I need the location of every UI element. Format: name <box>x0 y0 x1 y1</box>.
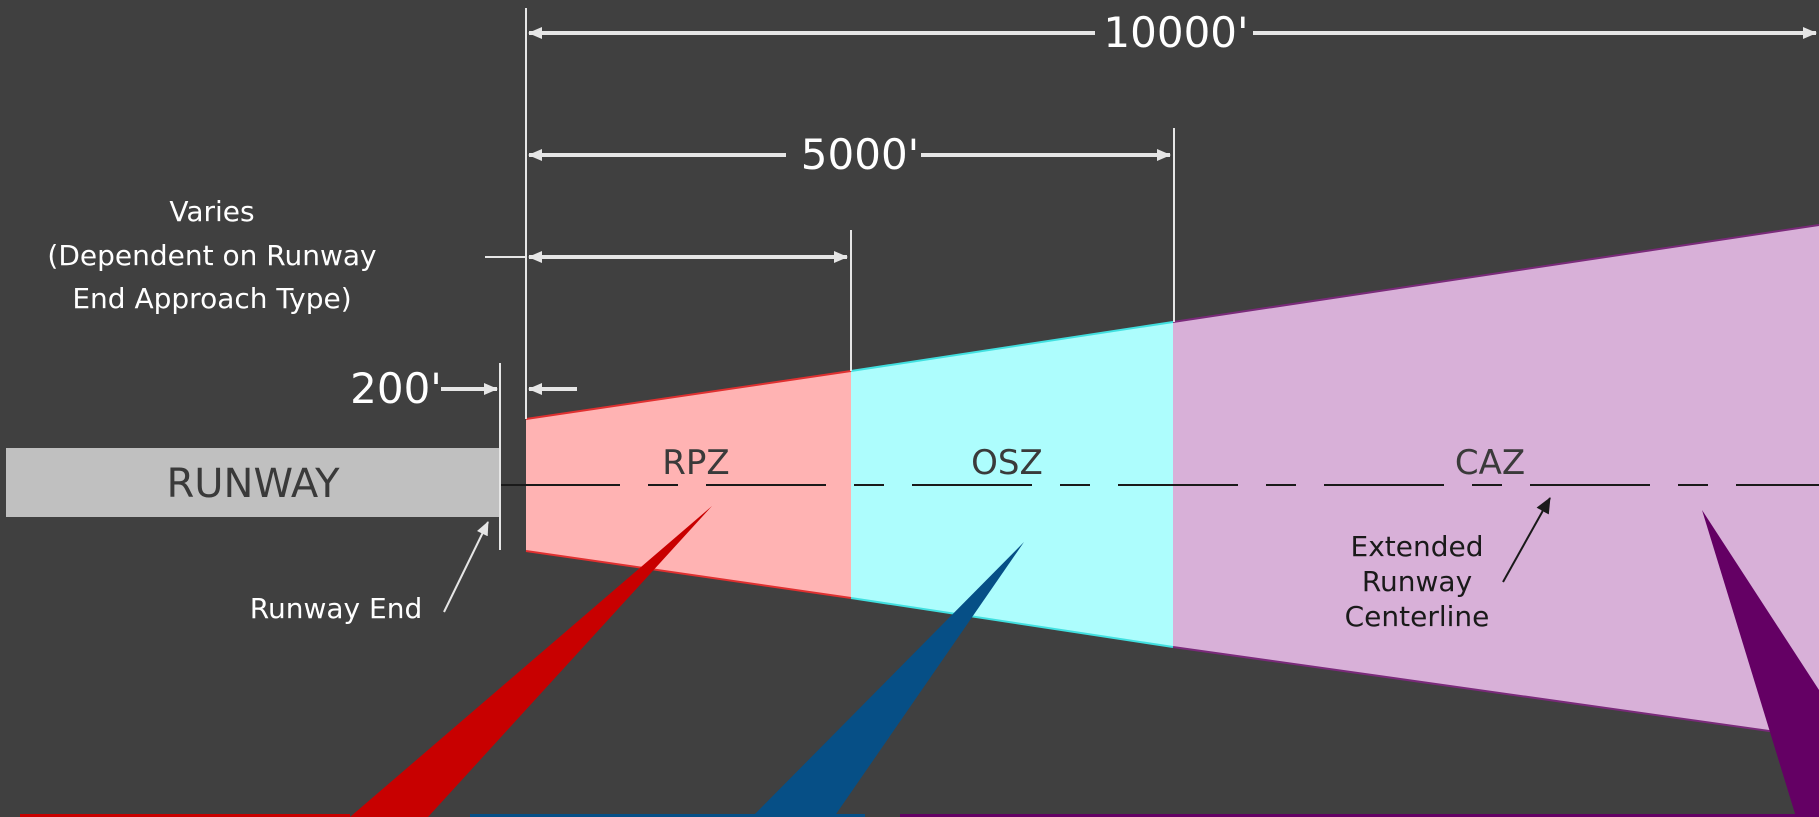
caz-zone-bottom-edge <box>1172 646 1819 739</box>
caz-bottom-strip <box>900 814 1796 817</box>
rpz-zone <box>526 371 851 598</box>
osz-bottom-strip <box>470 814 865 817</box>
osz-zone-bottom-edge <box>850 597 1174 648</box>
caz-zone <box>1173 225 1819 738</box>
rpz-callout-pointer <box>350 506 712 817</box>
dimension-5000-label: 5000' <box>801 130 919 179</box>
dimension-10000-label: 10000' <box>1103 8 1248 57</box>
runway-end-pointer-arrow <box>443 521 489 613</box>
rpz-zone-bottom-edge <box>525 550 852 599</box>
runway-end-label: Runway End <box>250 592 422 625</box>
runway-label: RUNWAY <box>166 461 340 507</box>
osz-callout-pointer <box>752 542 1024 817</box>
centerline-pointer-arrow <box>1502 497 1551 583</box>
centerline-note-line3: Centerline <box>1345 600 1490 633</box>
centerline-note-line1: Extended <box>1351 530 1484 563</box>
osz-zone-top-edge <box>850 321 1174 372</box>
centerline-note-line2: Runway <box>1362 565 1472 598</box>
rpz-bottom-strip <box>20 814 350 817</box>
rpz-zone-top-edge <box>525 370 852 420</box>
varies-note-line3: End Approach Type) <box>72 282 351 315</box>
dimension-200-label: 200' <box>350 364 442 413</box>
runway-rect <box>6 448 500 517</box>
caz-label: CAZ <box>1455 443 1525 483</box>
osz-label: OSZ <box>971 443 1043 483</box>
varies-note-line2: (Dependent on Runway <box>47 239 376 272</box>
rpz-label: RPZ <box>662 443 729 483</box>
varies-note-line1: Varies <box>169 195 254 228</box>
caz-zone-top-edge <box>1172 224 1819 323</box>
caz-callout-pointer <box>1702 510 1819 817</box>
